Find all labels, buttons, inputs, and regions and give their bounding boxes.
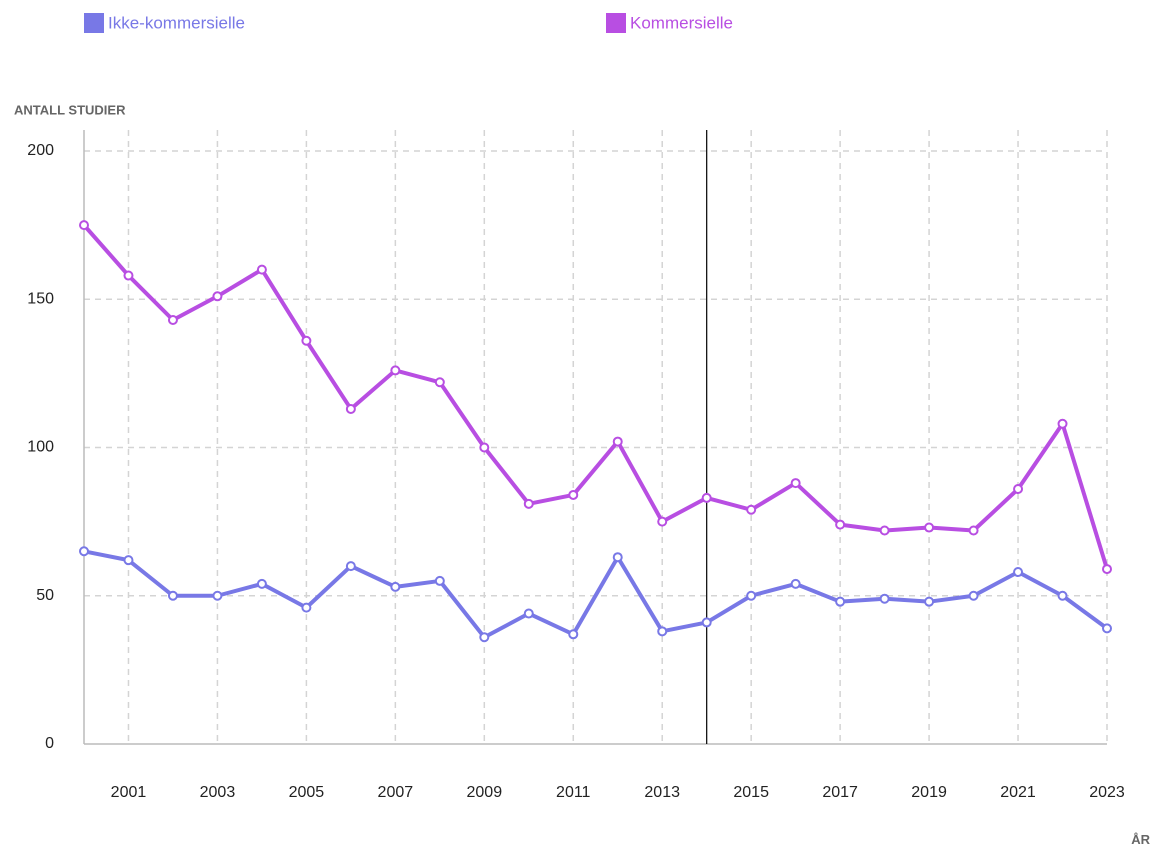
point <box>746 590 757 601</box>
point <box>123 270 134 281</box>
y-tick-label: 200 <box>27 142 54 159</box>
point <box>924 522 935 533</box>
point <box>924 596 935 607</box>
point <box>434 377 445 388</box>
point <box>1013 567 1024 578</box>
legend-swatch <box>606 13 626 33</box>
point <box>79 220 89 231</box>
x-tick-label: 2021 <box>1000 784 1036 801</box>
x-tick-label: 2011 <box>556 784 591 801</box>
point <box>434 575 445 586</box>
point <box>746 504 757 515</box>
legend-swatch <box>84 13 104 33</box>
point <box>879 525 890 536</box>
point <box>256 578 267 589</box>
y-axis-title: ANTALL STUDIER <box>14 102 126 117</box>
point <box>523 498 534 509</box>
x-tick-label: 2003 <box>200 784 236 801</box>
x-tick-label: 2009 <box>467 784 503 801</box>
point <box>1057 418 1068 429</box>
point <box>256 264 267 275</box>
point <box>212 291 223 302</box>
point <box>390 581 401 592</box>
point <box>701 492 712 503</box>
x-tick-label: 2023 <box>1089 784 1125 801</box>
point <box>479 632 490 643</box>
legend-label: Ikke-kommersielle <box>108 13 245 32</box>
x-tick-label: 2013 <box>644 784 680 801</box>
x-tick-label: 2015 <box>733 784 769 801</box>
point <box>568 629 579 640</box>
x-tick-label: 2019 <box>911 784 947 801</box>
point <box>167 315 178 326</box>
point <box>123 555 134 566</box>
point <box>835 596 846 607</box>
point <box>968 590 979 601</box>
point <box>479 442 490 453</box>
point <box>301 602 312 613</box>
point <box>968 525 979 536</box>
point <box>835 519 846 530</box>
y-tick-label: 50 <box>36 587 54 604</box>
point <box>167 590 178 601</box>
point <box>790 478 801 489</box>
x-axis-title: ÅR <box>1131 832 1150 847</box>
point <box>790 578 801 589</box>
point <box>657 626 668 637</box>
y-tick-label: 100 <box>27 439 54 456</box>
point <box>612 436 623 447</box>
point <box>879 593 890 604</box>
line-series <box>82 223 1109 570</box>
line-series <box>83 549 1109 640</box>
y-tick-label: 150 <box>27 290 54 307</box>
x-tick-label: 2017 <box>822 784 858 801</box>
point <box>79 546 89 557</box>
point <box>345 403 356 414</box>
legend-label: Kommersielle <box>630 13 733 32</box>
point <box>701 617 712 628</box>
point <box>301 335 312 346</box>
x-tick-label: 2001 <box>111 784 147 801</box>
y-tick-label: 0 <box>45 735 54 752</box>
point <box>1102 623 1112 634</box>
point <box>345 561 356 572</box>
point <box>212 590 223 601</box>
point <box>568 489 579 500</box>
point <box>1102 564 1112 575</box>
point <box>657 516 668 527</box>
point <box>523 608 534 619</box>
x-tick-label: 2007 <box>378 784 414 801</box>
point <box>390 365 401 376</box>
point <box>612 552 623 563</box>
point <box>1057 590 1068 601</box>
point <box>1013 484 1024 495</box>
x-tick-label: 2005 <box>289 784 325 801</box>
